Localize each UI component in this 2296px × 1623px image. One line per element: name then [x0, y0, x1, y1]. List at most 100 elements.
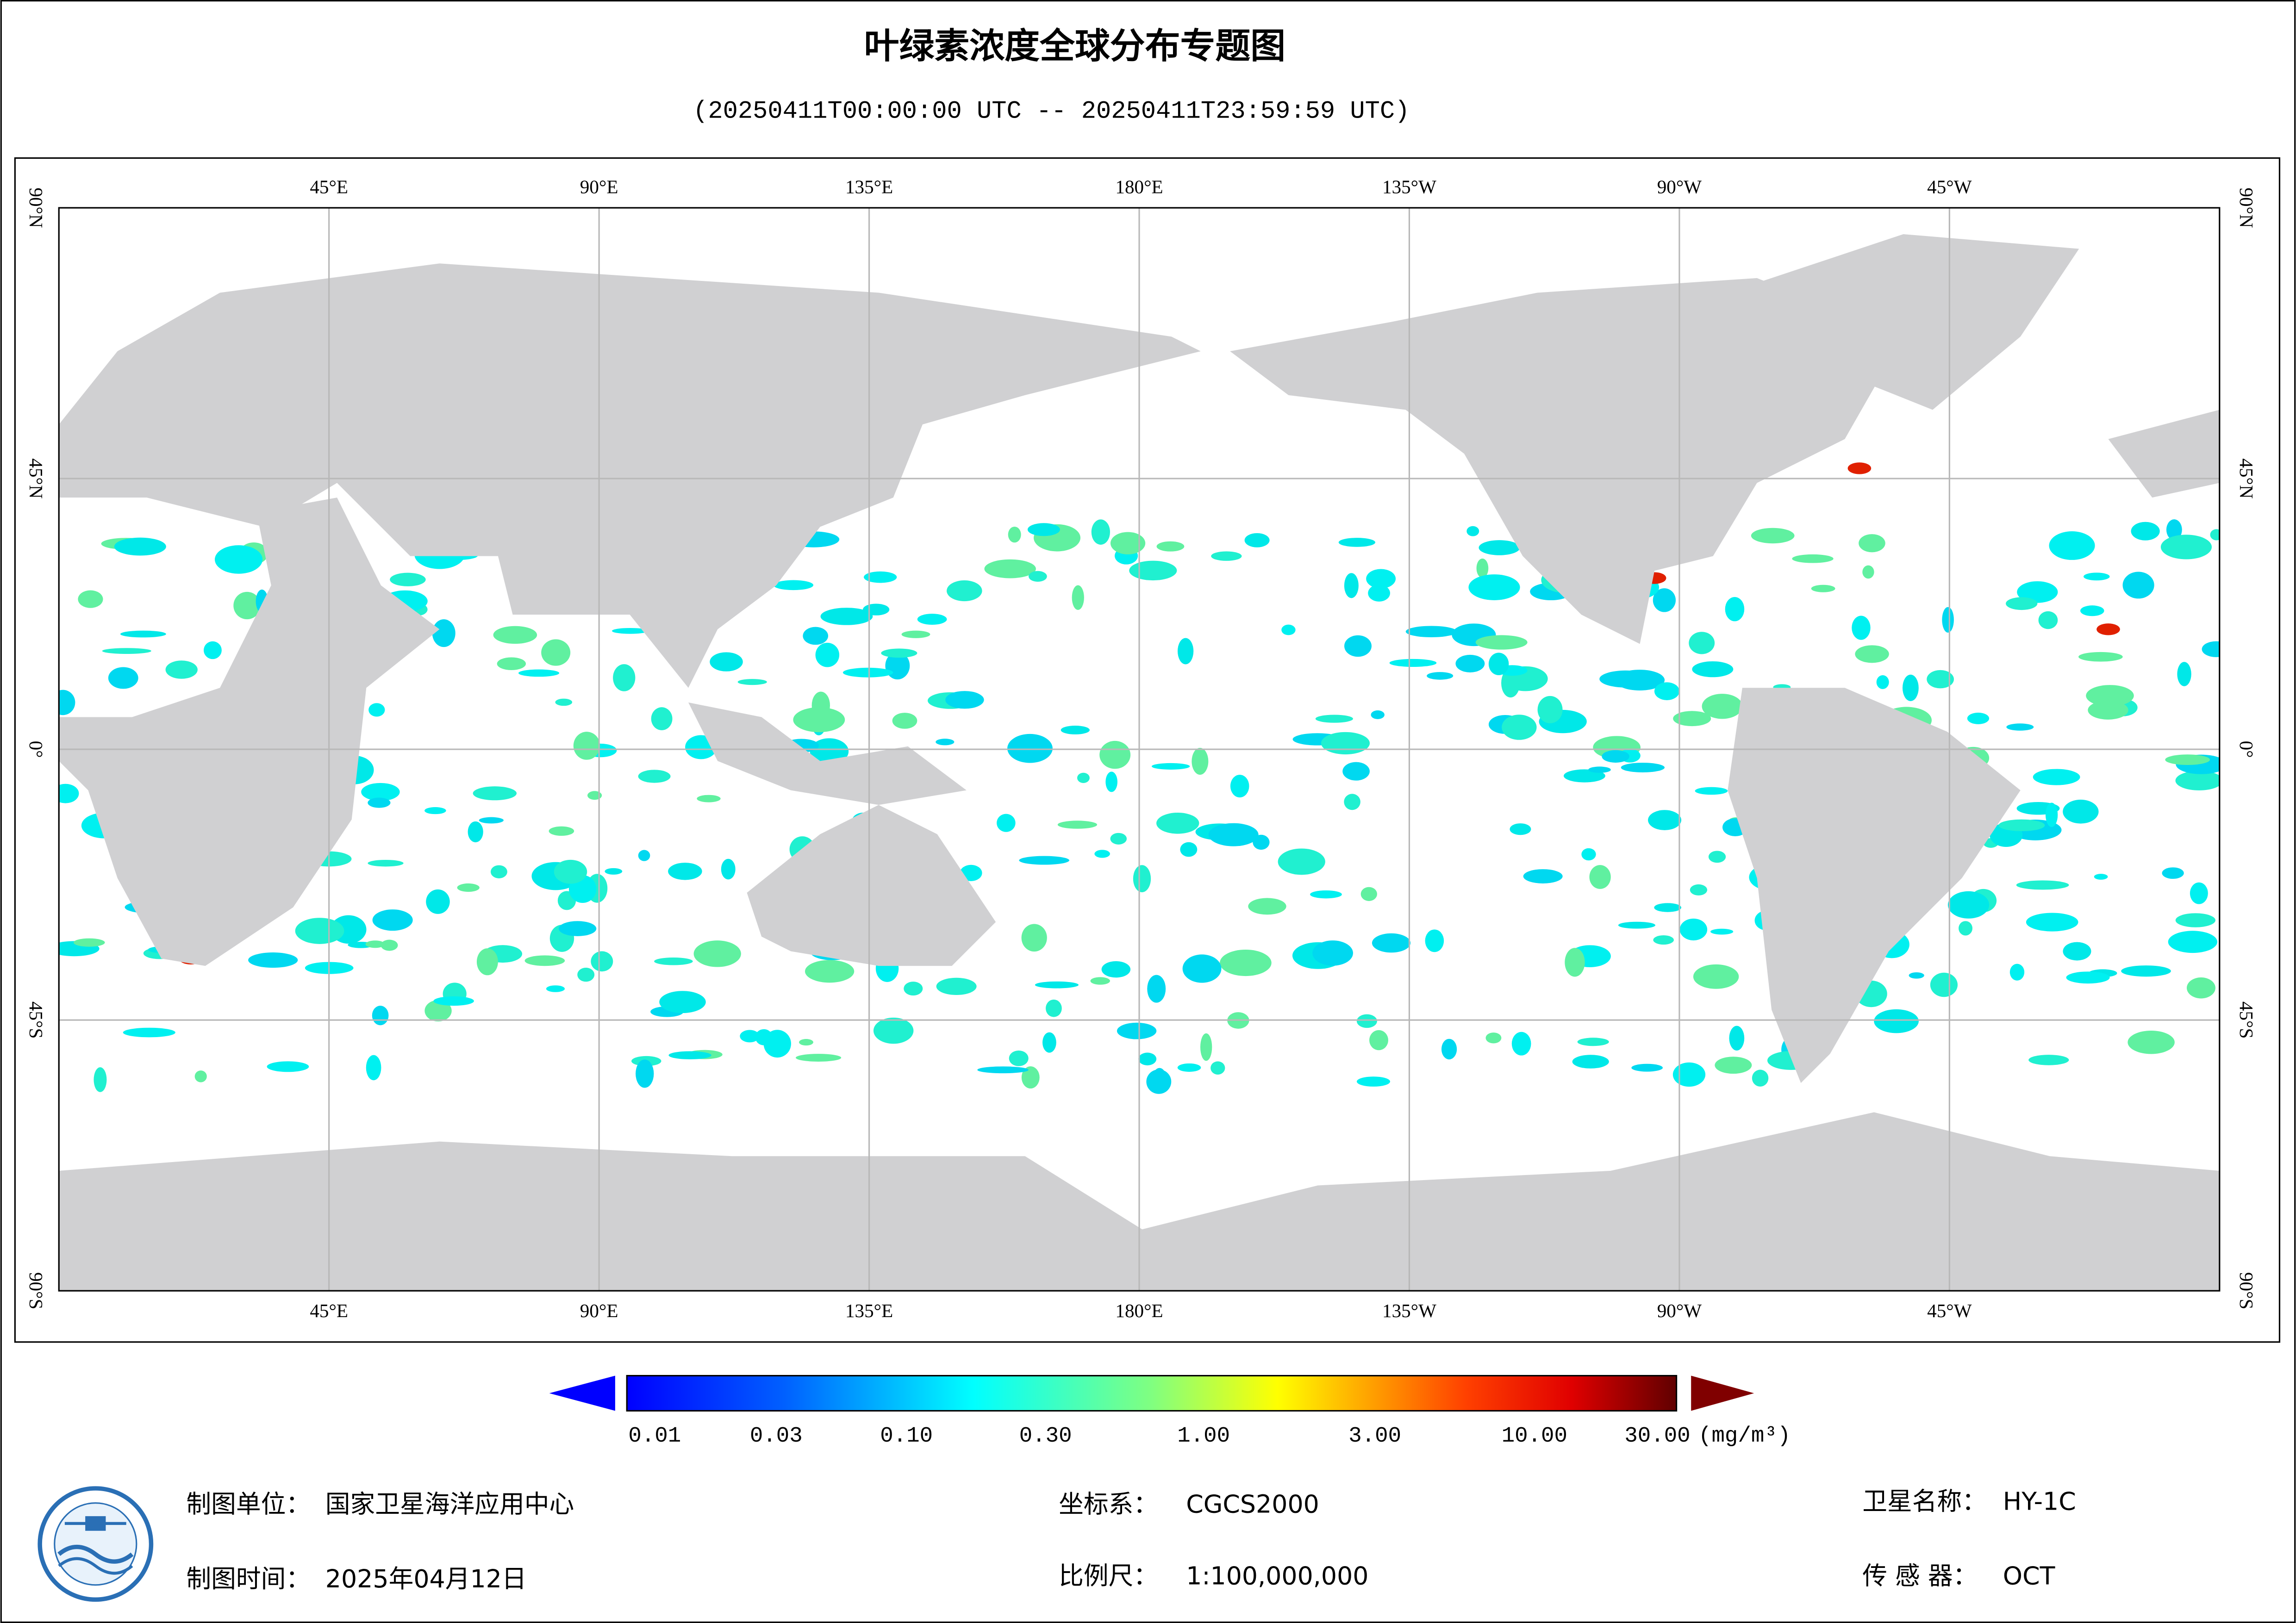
chlorophyll-patch: [1859, 534, 1885, 553]
chlorophyll-patch: [1094, 850, 1110, 858]
lon-label: 45°E: [310, 1300, 348, 1321]
chlorophyll-patch: [803, 627, 829, 645]
footer-value: 1:100,000,000: [1186, 1561, 1368, 1591]
chlorophyll-patch: [108, 667, 138, 689]
chlorophyll-patch: [1475, 635, 1528, 650]
chlorophyll-patch: [493, 626, 537, 644]
chlorophyll-patch: [2038, 611, 2058, 629]
lon-label: 90°W: [1657, 176, 1702, 197]
chlorophyll-patch: [1244, 533, 1270, 547]
chlorophyll-patch: [433, 996, 474, 1006]
chlorophyll-patch: [1117, 1022, 1157, 1039]
colorbar-labels: 0.01 0.03 0.10 0.30 1.00 3.00 10.00 30.00: [628, 1424, 1690, 1449]
chlorophyll-patch: [591, 951, 613, 972]
chlorophyll-patch: [892, 713, 917, 729]
chlorophyll-patch: [73, 938, 105, 947]
chlorophyll-patch: [549, 826, 574, 836]
chlorophyll-patch: [2162, 867, 2184, 879]
chlorophyll-patch: [233, 591, 261, 620]
chlorophyll-patch: [2049, 531, 2095, 560]
chlorophyll-patch: [1042, 1032, 1056, 1053]
chlorophyll-patch: [1007, 734, 1053, 763]
chlorophyll-patch: [1581, 848, 1596, 861]
footer-label: 比例尺：: [1059, 1561, 1158, 1591]
lat-label: 45°S: [25, 1001, 47, 1038]
chlorophyll-patch: [1356, 1014, 1377, 1028]
land: [59, 263, 1201, 688]
chlorophyll-patch: [1752, 1070, 1769, 1087]
chlorophyll-patch: [1930, 972, 1958, 997]
chlorophyll-patch: [424, 807, 446, 815]
chlorophyll-patch: [1372, 933, 1411, 953]
chlorophyll-patch: [365, 940, 385, 948]
chlorophyll-patch: [372, 1006, 389, 1026]
chlorophyll-patch: [2028, 1055, 2069, 1065]
chlorophyll-patch: [1621, 763, 1665, 772]
chlorophyll-patch: [2175, 771, 2220, 790]
chlorophyll-patch: [1479, 540, 1520, 555]
chlorophyll-patch: [123, 1027, 175, 1038]
chlorophyll-patch: [2009, 964, 2025, 981]
chlorophyll-patch: [2084, 572, 2110, 581]
chlorophyll-patch: [2080, 605, 2104, 616]
chlorophyll-patch: [936, 977, 977, 995]
map-border: [58, 207, 2221, 1292]
chlorophyll-patch: [390, 572, 426, 586]
chlorophyll-patch: [2190, 882, 2208, 904]
chlorophyll-patch: [1679, 918, 1708, 941]
chlorophyll-patch: [1146, 1069, 1172, 1094]
chlorophyll-patch: [1344, 573, 1359, 598]
chlorophyll-patch: [1344, 794, 1360, 810]
chlorophyll-patch: [1690, 884, 1708, 895]
chlorophyll-patch: [1847, 462, 1872, 474]
chlorophyll-patch: [2094, 874, 2108, 880]
chlorophyll-patch: [368, 859, 404, 867]
chlorophyll-patch: [1035, 981, 1079, 989]
chlorophyll-patch: [426, 889, 450, 914]
chlorophyll-patch: [204, 641, 222, 659]
chlorophyll-patch: [194, 1070, 207, 1082]
chlorophyll-patch: [710, 652, 743, 672]
chlorophyll-patch: [1072, 585, 1084, 610]
land: [1230, 278, 1903, 644]
lon-label: 135°E: [845, 1300, 893, 1321]
chlorophyll-patch: [1151, 763, 1190, 770]
chlorophyll-patch: [473, 786, 517, 801]
chlorophyll-patch: [1021, 924, 1047, 952]
chlorophyll-patch: [1708, 851, 1726, 863]
chlorophyll-patch: [1502, 715, 1537, 740]
chlorophyll-patch: [1156, 541, 1185, 552]
colorbar-low-arrow: [549, 1375, 615, 1411]
colorbar-label: 30.00: [1624, 1424, 1690, 1449]
chlorophyll-patch: [1321, 732, 1370, 755]
chlorophyll-patch: [295, 918, 344, 944]
chlorophyll-patch: [1710, 928, 1734, 935]
chlorophyll-patch: [1200, 1033, 1212, 1061]
chlorophyll-patch: [2210, 529, 2220, 541]
chlorophyll-patch: [1360, 887, 1377, 901]
chlorophyll-patch: [651, 707, 673, 730]
chlorophyll-patch: [638, 770, 671, 783]
chlorophyll-patch: [1563, 769, 1605, 783]
chlorophyll-patch: [1511, 1032, 1531, 1056]
chlorophyll-patch: [2122, 572, 2154, 599]
chlorophyll-patch: [1876, 675, 1889, 689]
lon-label: 90°W: [1657, 1300, 1702, 1321]
chlorophyll-patch: [881, 648, 917, 658]
lon-label: 90°E: [580, 1300, 618, 1321]
chlorophyll-patch: [1959, 921, 1972, 936]
chlorophyll-patch: [1653, 588, 1676, 612]
chlorophyll-patch: [740, 1030, 760, 1043]
subtitle: (20250411T00:00:00 UTC -- 20250411T23:59…: [693, 98, 1410, 126]
chlorophyll-patch: [1110, 532, 1146, 554]
chlorophyll-patch: [773, 580, 814, 591]
chlorophyll-patch: [1672, 1062, 1706, 1087]
chlorophyll-patch: [524, 955, 565, 966]
chlorophyll-patch: [368, 797, 391, 808]
chlorophyll-patch: [1077, 772, 1090, 784]
chlorophyll-patch: [1537, 696, 1563, 723]
chlorophyll-patch: [2088, 700, 2128, 720]
chlorophyll-patch: [1792, 554, 1834, 563]
chlorophyll-patch: [668, 863, 702, 880]
chlorophyll-patch: [721, 858, 736, 880]
